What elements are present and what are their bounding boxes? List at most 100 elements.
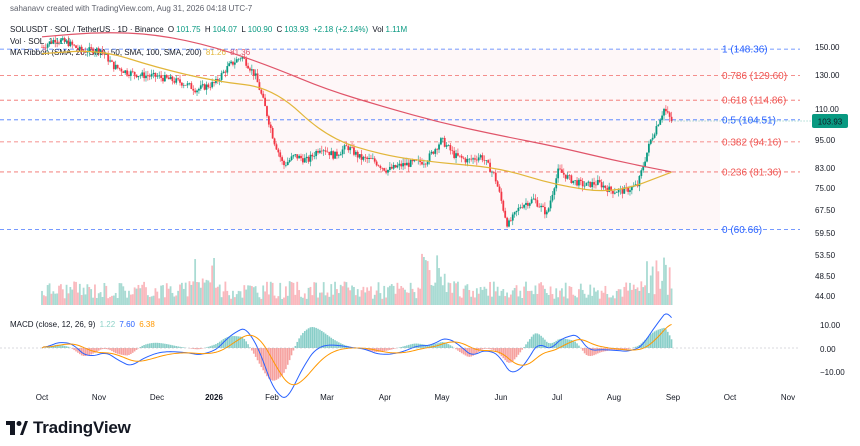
ma-ribbon-legend[interactable]: MA Ribbon (SMA, 20, SMA, 50, SMA, 100, S… <box>10 48 252 58</box>
macd-histogram-bar <box>404 345 406 348</box>
macd-histogram-bar <box>107 348 109 350</box>
volume-bar <box>294 294 297 305</box>
tradingview-logo[interactable]: TradingView <box>6 418 131 438</box>
candle-body <box>411 160 414 162</box>
volume-bar <box>328 296 331 305</box>
candle-body <box>458 155 461 157</box>
macd-histogram-bar <box>275 348 278 380</box>
macd-signal-line <box>41 323 672 386</box>
candle-body <box>177 78 180 80</box>
macd-histogram-bar <box>200 348 202 349</box>
volume-bar <box>347 287 350 305</box>
candle-body <box>337 155 340 156</box>
macd-histogram-bar <box>479 348 482 351</box>
candle-body <box>555 178 558 189</box>
candle-body <box>549 200 552 209</box>
volume-bar <box>536 293 539 305</box>
price-tick-label: 59.50 <box>815 229 836 238</box>
candle-body <box>670 116 673 122</box>
macd-histogram-bar <box>103 348 106 349</box>
candle-body <box>523 204 526 208</box>
candle-body <box>105 54 108 55</box>
volume-bar <box>411 288 414 305</box>
macd-histogram-bar <box>387 348 389 351</box>
candle-body <box>143 72 145 79</box>
candle-body <box>222 71 225 74</box>
volume-bar <box>266 281 268 305</box>
candle-body <box>591 182 594 188</box>
volume-bar <box>332 294 335 305</box>
fib-label-0: 0 (60.66) <box>722 225 762 236</box>
volume-bar <box>46 285 49 305</box>
volume-label: Vol · SOL <box>10 37 45 46</box>
macd-histogram-bar <box>268 348 270 379</box>
volume-bar <box>653 294 656 305</box>
candle-body <box>86 52 89 53</box>
volume-bar <box>209 282 212 305</box>
macd-histogram-bar <box>585 348 588 356</box>
volume-bar <box>585 297 588 305</box>
volume-bar <box>286 295 289 305</box>
volume-bar <box>222 291 225 305</box>
macd-legend[interactable]: MACD (close, 12, 26, 9) 1.22 7.60 6.38 <box>10 320 157 330</box>
volume-bar <box>555 288 558 305</box>
candle-body <box>381 167 384 169</box>
candle-body <box>583 185 586 187</box>
time-tick-label: Jul <box>552 393 562 402</box>
volume-bar <box>498 295 501 305</box>
volume-bar <box>519 290 522 305</box>
volume-bar <box>623 286 626 305</box>
candle-body <box>107 54 110 62</box>
macd-histogram-bar <box>668 335 671 348</box>
symbol-name[interactable]: SOLUSDT · SOL / TetherUS · 1D · Binance <box>10 25 164 34</box>
macd-histogram-bar <box>451 346 454 348</box>
price-tick-label: 67.50 <box>815 206 836 215</box>
volume-bar <box>300 296 302 305</box>
volume-bar <box>111 295 113 305</box>
candle-body <box>623 187 626 194</box>
volume-bar <box>542 285 544 305</box>
candle-body <box>647 143 650 153</box>
candle-body <box>655 126 658 135</box>
volume-bar <box>84 294 87 305</box>
candle-body <box>383 168 386 171</box>
candle-body <box>97 48 100 54</box>
volume-bar <box>543 288 546 305</box>
volume-bar <box>112 295 115 305</box>
candle-body <box>336 151 338 156</box>
volume-bar <box>428 270 431 305</box>
volume-bar <box>267 294 270 305</box>
macd-histogram-bar <box>513 348 516 360</box>
volume-bar <box>148 296 151 305</box>
volume-bar <box>402 287 405 305</box>
candle-body <box>201 84 204 86</box>
candle-body <box>542 205 544 208</box>
volume-bar <box>474 297 476 305</box>
volume-bar <box>394 293 397 305</box>
candle-body <box>290 156 293 161</box>
macd-histogram-bar <box>598 348 601 353</box>
volume-bar <box>356 289 359 305</box>
time-tick-label: Nov <box>92 393 106 402</box>
macd-histogram-bar <box>519 348 522 353</box>
volume-bar <box>371 298 374 305</box>
candle-body <box>139 75 142 77</box>
candle-body <box>646 152 648 162</box>
macd-histogram-bar <box>190 348 193 349</box>
volume-bar <box>218 284 221 305</box>
macd-histogram-bar <box>266 348 268 377</box>
volume-bar <box>578 289 580 305</box>
volume-bar <box>65 284 68 305</box>
candle-body <box>258 82 261 90</box>
time-tick-label: 2026 <box>205 393 223 402</box>
candle-body <box>330 151 333 156</box>
volume-bar <box>162 285 164 305</box>
macd-histogram-bar <box>254 348 257 357</box>
candle-body <box>65 40 68 42</box>
candle-body <box>284 165 287 166</box>
candle-body <box>239 58 242 60</box>
macd-tick-label: −10.00 <box>820 368 845 377</box>
candle-body <box>576 180 578 186</box>
macd-histogram-bar <box>232 336 234 348</box>
